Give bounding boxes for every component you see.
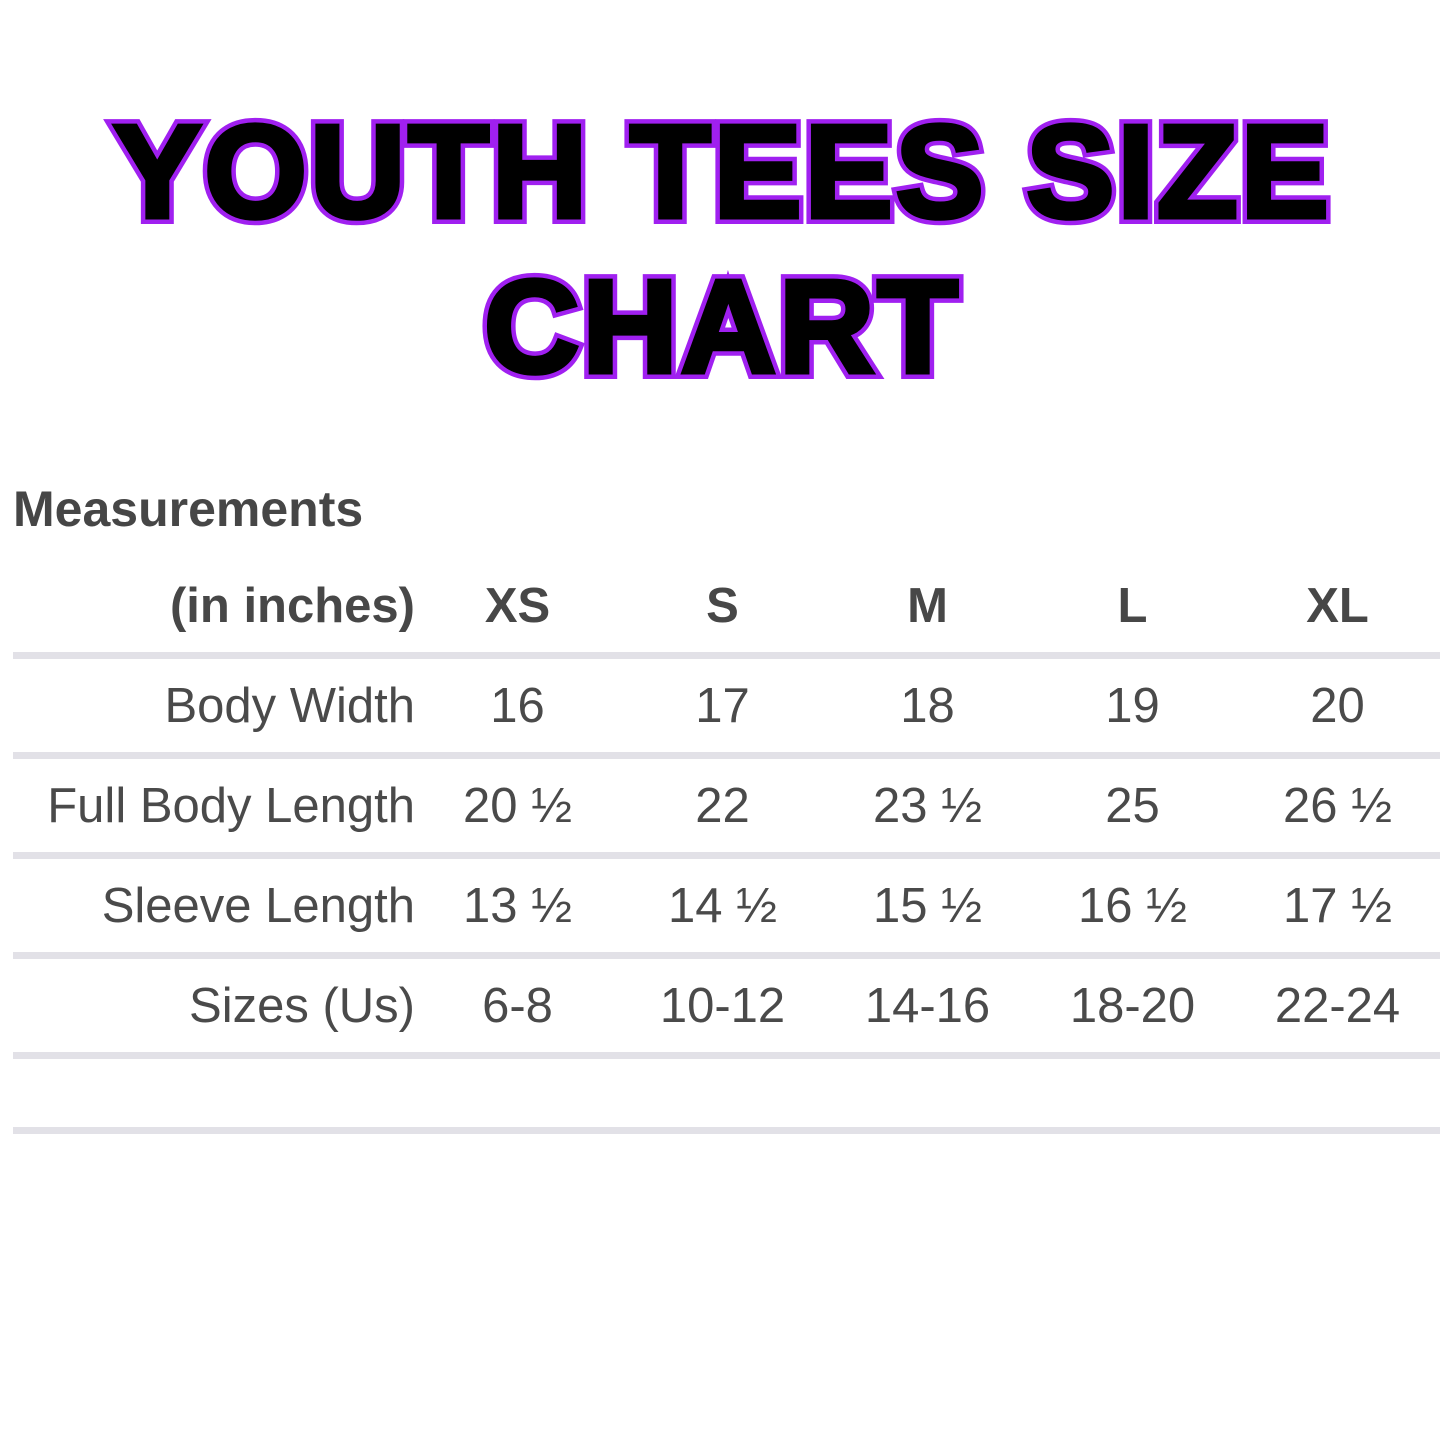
table-row-full-body-length: Full Body Length 20 ½ 22 23 ½ 25 26 ½	[13, 755, 1440, 859]
table-row-sleeve-length: Sleeve Length 13 ½ 14 ½ 15 ½ 16 ½ 17 ½	[13, 855, 1440, 959]
cell-value: 18	[825, 655, 1030, 759]
cell-value: 20	[1235, 655, 1440, 759]
row-label: Sleeve Length	[13, 855, 415, 959]
size-column-header-xl: XL	[1235, 559, 1440, 659]
cell-value: 22-24	[1235, 955, 1440, 1059]
table-row-body-width: Body Width 16 17 18 19 20	[13, 655, 1440, 759]
measurements-heading: Measurements	[13, 481, 364, 537]
cell-value: 10-12	[620, 955, 825, 1059]
cell-value: 14 ½	[620, 855, 825, 959]
cell-value: 16 ½	[1030, 855, 1235, 959]
cell-value: 20 ½	[415, 755, 620, 859]
size-column-header-l: L	[1030, 559, 1235, 659]
cell-value: 13 ½	[415, 855, 620, 959]
size-table: (in inches) XS S M L XL Body Width 16 17…	[13, 559, 1440, 1134]
table-row-sizes-us: Sizes (Us) 6-8 10-12 14-16 18-20 22-24	[13, 955, 1440, 1059]
cell-value: 23 ½	[825, 755, 1030, 859]
cell-value: 17	[620, 655, 825, 759]
cell-value: 15 ½	[825, 855, 1030, 959]
cell-value: 14-16	[825, 955, 1030, 1059]
row-label: Sizes (Us)	[13, 955, 415, 1059]
unit-label: (in inches)	[13, 559, 415, 659]
size-table-header-row: (in inches) XS S M L XL	[13, 559, 1440, 659]
cell-value: 26 ½	[1235, 755, 1440, 859]
cell-value: 17 ½	[1235, 855, 1440, 959]
row-label: Full Body Length	[13, 755, 415, 859]
size-chart-title: YOUTH TEES SIZE CHART	[0, 0, 1445, 404]
size-column-header-xs: XS	[415, 559, 620, 659]
empty-cell	[13, 1055, 1440, 1134]
row-label: Body Width	[13, 655, 415, 759]
cell-value: 18-20	[1030, 955, 1235, 1059]
cell-value: 22	[620, 755, 825, 859]
cell-value: 6-8	[415, 955, 620, 1059]
cell-value: 19	[1030, 655, 1235, 759]
title-line-2: CHART	[0, 249, 1445, 404]
size-column-header-s: S	[620, 559, 825, 659]
cell-value: 25	[1030, 755, 1235, 859]
empty-row	[13, 1055, 1440, 1134]
cell-value: 16	[415, 655, 620, 759]
title-line-1: YOUTH TEES SIZE	[0, 94, 1445, 249]
size-column-header-m: M	[825, 559, 1030, 659]
